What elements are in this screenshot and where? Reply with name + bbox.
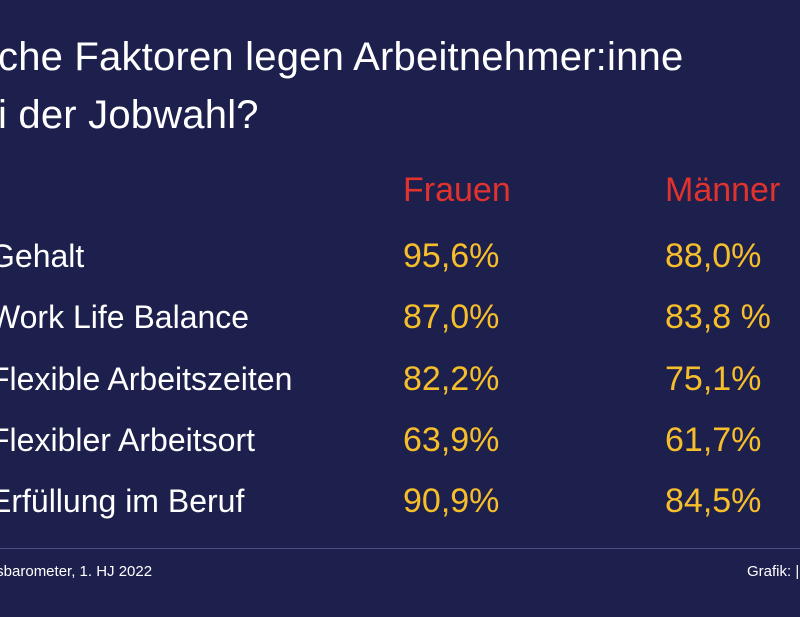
title-line-1: che Faktoren legen Arbeitnehmer:inne bbox=[0, 35, 684, 79]
value-frauen: 82,2% bbox=[403, 360, 500, 398]
value-frauen: 63,9% bbox=[403, 421, 500, 459]
value-maenner: 88,0% bbox=[665, 237, 762, 275]
value-frauen: 90,9% bbox=[403, 482, 500, 520]
table-row: Erfüllung im Beruf 90,9% 84,5% bbox=[0, 477, 800, 527]
table-row: Flexible Arbeitszeiten 82,2% 75,1% bbox=[0, 355, 800, 405]
value-frauen: 95,6% bbox=[403, 237, 500, 275]
column-header-maenner: Männer bbox=[665, 171, 781, 209]
table-row: Gehalt 95,6% 88,0% bbox=[0, 232, 800, 282]
graphic-credit: Grafik: | bbox=[747, 563, 800, 580]
chart-title: che Faktoren legen Arbeitnehmer:inne i de… bbox=[0, 28, 800, 144]
row-label: Work Life Balance bbox=[0, 299, 250, 335]
row-label: Gehalt bbox=[0, 238, 85, 274]
source-note: tsbarometer, 1. HJ 2022 bbox=[0, 563, 153, 580]
value-frauen: 87,0% bbox=[403, 298, 500, 336]
table-row: Work Life Balance 87,0% 83,8 % bbox=[0, 293, 800, 343]
value-maenner: 84,5% bbox=[665, 482, 762, 520]
value-maenner: 75,1% bbox=[665, 360, 762, 398]
row-label: Flexible Arbeitszeiten bbox=[0, 361, 293, 397]
row-label: Erfüllung im Beruf bbox=[0, 483, 245, 519]
value-maenner: 61,7% bbox=[665, 421, 762, 459]
title-line-2: i der Jobwahl? bbox=[0, 93, 259, 137]
footer-divider bbox=[0, 548, 800, 549]
table-row: Flexibler Arbeitsort 63,9% 61,7% bbox=[0, 416, 800, 466]
value-maenner: 83,8 % bbox=[665, 298, 771, 336]
row-label: Flexibler Arbeitsort bbox=[0, 422, 255, 458]
column-header-frauen: Frauen bbox=[403, 171, 511, 209]
